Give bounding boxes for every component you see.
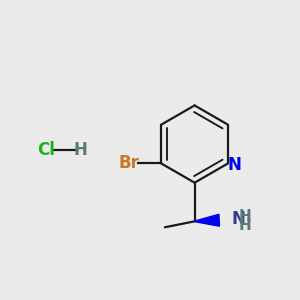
Polygon shape	[195, 214, 220, 226]
Text: H: H	[238, 218, 251, 233]
Text: Cl: Cl	[37, 141, 55, 159]
Text: N: N	[231, 210, 245, 228]
Text: H: H	[73, 141, 87, 159]
Text: H: H	[238, 209, 251, 224]
Text: N: N	[228, 156, 242, 174]
Text: Br: Br	[118, 154, 140, 172]
